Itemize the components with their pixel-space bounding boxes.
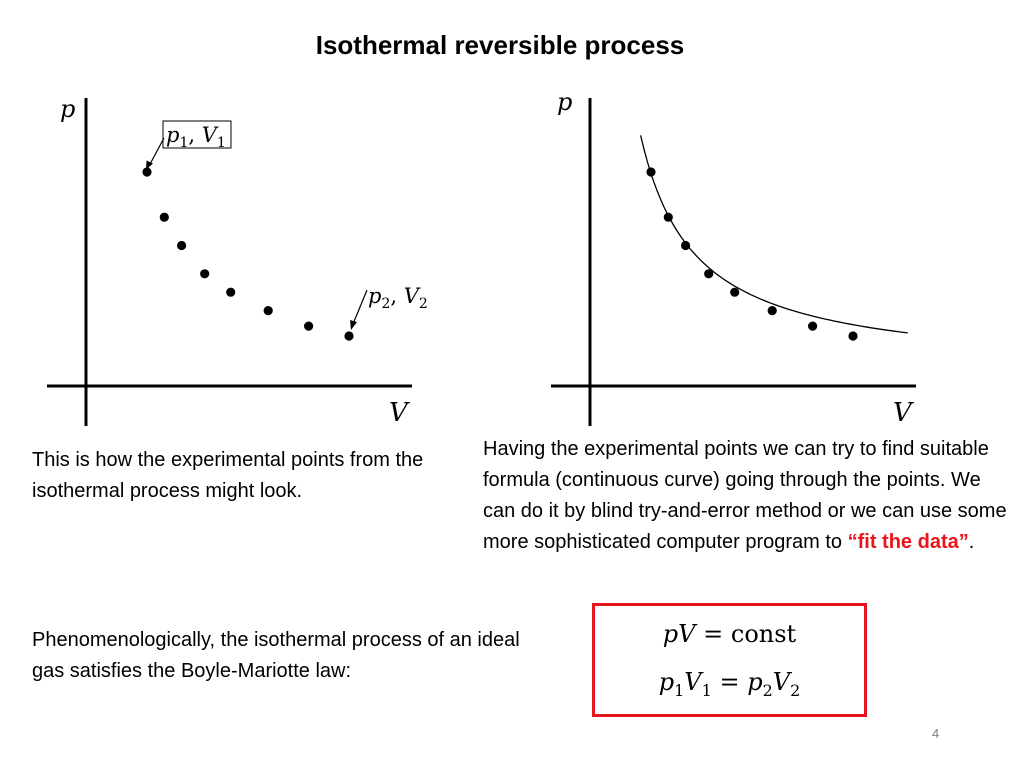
p1v1-label: p1, V1 [166, 123, 226, 151]
right-y-label: p [557, 88, 572, 116]
right-point-3 [681, 240, 691, 251]
left-point-6 [263, 306, 273, 316]
boyle-mariotte-text: Phenomenologically, the isothermal proce… [32, 629, 520, 682]
left-point-5 [226, 287, 236, 297]
left-y-label: p [60, 95, 75, 123]
left-point-1 [142, 167, 152, 177]
law-equation-p1v1-p2v2: p1V1 = p2V2 [658, 668, 801, 700]
left-x-label: V [389, 398, 410, 428]
right-point-8 [848, 331, 858, 341]
right-caption-text: Having the experimental points we can tr… [483, 438, 1007, 553]
right-caption-end: . [968, 531, 975, 553]
left-point-3 [177, 240, 187, 251]
right-point-5 [730, 287, 740, 297]
right-point-7 [808, 321, 818, 331]
page-number: 4 [932, 726, 940, 741]
left-data-points [142, 167, 354, 341]
boyle-mariotte-law-box: pV = const p1V1 = p2V2 [592, 603, 867, 717]
slide-title: Isothermal reversible process [315, 30, 685, 60]
right-caption: Having the experimental points we can tr… [483, 434, 1018, 558]
fit-curve [639, 135, 908, 334]
p2v2-label: p2, V2 [368, 284, 428, 312]
left-caption: This is how the experimental points from… [32, 449, 424, 502]
left-point-8 [344, 331, 354, 341]
right-x-label: V [893, 398, 914, 428]
p2v2-arrow-shaft [352, 289, 368, 325]
right-point-4 [704, 269, 714, 279]
right-point-6 [767, 306, 777, 316]
right-data-points [646, 167, 858, 341]
law-equation-pv-const: pV = const [662, 620, 797, 648]
left-point-2 [159, 212, 169, 222]
left-point-7 [304, 321, 314, 331]
p1v1-arrow-shaft [148, 137, 165, 167]
left-point-4 [200, 269, 210, 279]
p1v1-label-box [162, 120, 232, 149]
fit-the-data-highlight: “fit the data” [847, 531, 969, 553]
p2v2-arrow-head [350, 320, 357, 330]
right-point-1 [646, 167, 656, 177]
right-point-2 [663, 212, 673, 222]
